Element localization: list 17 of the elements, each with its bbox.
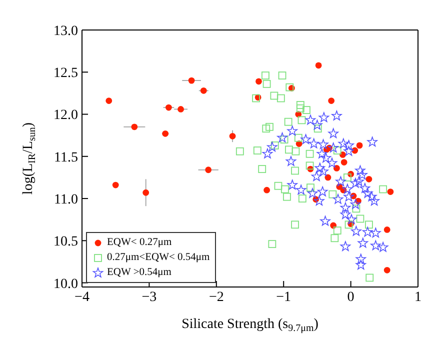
- x-tick-label: −4: [74, 290, 90, 305]
- legend-label: EQW< 0.27μm: [107, 237, 172, 248]
- x-tick-label: −1: [276, 290, 292, 305]
- x-tick-label: −3: [142, 290, 157, 305]
- y-tick-label: 13.0: [54, 24, 78, 39]
- y-tick-label: 12.0: [54, 108, 78, 124]
- x-tick-label: 0: [347, 290, 354, 305]
- x-axis-title: Silicate Strength (s$_{9.7μm}$): [182, 317, 319, 334]
- y-tick-label: 12.5: [54, 66, 78, 82]
- y-tick-label: 11.5: [54, 150, 78, 166]
- x-tick-label: 1: [414, 290, 422, 305]
- y-tick-label: 10.5: [54, 234, 78, 250]
- legend-label: 0.27μm<EQW< 0.54μm: [107, 252, 210, 263]
- legend-label: EQW >0.54μm: [107, 267, 172, 278]
- y-tick-label: 10.0: [54, 276, 78, 292]
- x-tick-label: −2: [208, 290, 224, 305]
- y-tick-label: 11.0: [54, 192, 78, 208]
